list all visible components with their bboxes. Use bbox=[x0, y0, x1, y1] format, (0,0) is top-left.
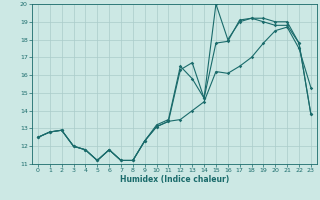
X-axis label: Humidex (Indice chaleur): Humidex (Indice chaleur) bbox=[120, 175, 229, 184]
